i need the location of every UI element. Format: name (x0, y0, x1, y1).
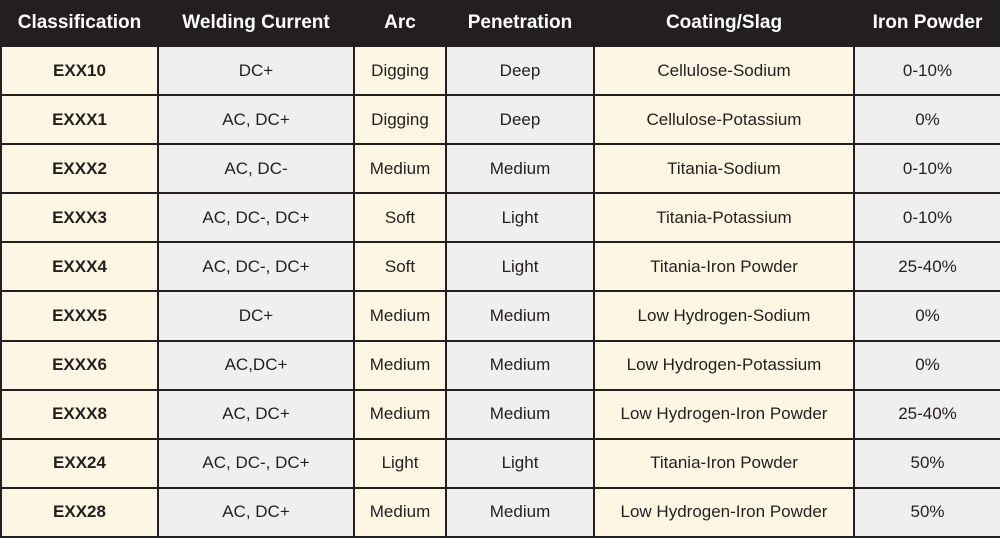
cell-classification: EXX24 (0, 437, 159, 489)
cell-penetration: Deep (445, 94, 595, 146)
cell-iron-powder: 25-40% (853, 241, 1000, 293)
cell-coating-slag: Titania-Iron Powder (593, 437, 855, 489)
cell-welding-current: AC, DC-, DC+ (157, 192, 355, 244)
cell-welding-current: AC, DC- (157, 143, 355, 195)
table-row: EXXX6 AC,DC+ Medium Medium Low Hydrogen-… (0, 339, 1000, 391)
header-coating-slag: Coating/Slag (594, 0, 854, 46)
cell-coating-slag: Low Hydrogen-Iron Powder (593, 388, 855, 440)
cell-arc: Medium (353, 143, 447, 195)
header-iron-powder: Iron Powder (854, 0, 1000, 46)
cell-classification: EXX10 (0, 44, 159, 97)
cell-arc: Digging (353, 44, 447, 97)
cell-arc: Digging (353, 94, 447, 146)
cell-coating-slag: Titania-Iron Powder (593, 241, 855, 293)
cell-penetration: Medium (445, 339, 595, 391)
cell-coating-slag: Low Hydrogen-Potassium (593, 339, 855, 391)
cell-classification: EXXX2 (0, 143, 159, 195)
cell-penetration: Medium (445, 388, 595, 440)
cell-iron-powder: 0% (853, 339, 1000, 391)
cell-classification: EXX28 (0, 486, 159, 538)
cell-iron-powder: 0% (853, 290, 1000, 342)
table-body: EXX10 DC+ Digging Deep Cellulose-Sodium … (0, 44, 1000, 538)
table-row: EXXX3 AC, DC-, DC+ Soft Light Titania-Po… (0, 192, 1000, 244)
cell-iron-powder: 0% (853, 94, 1000, 146)
cell-arc: Medium (353, 290, 447, 342)
cell-welding-current: DC+ (157, 44, 355, 97)
cell-coating-slag: Titania-Potassium (593, 192, 855, 244)
cell-welding-current: AC, DC+ (157, 94, 355, 146)
cell-classification: EXXX6 (0, 339, 159, 391)
cell-penetration: Deep (445, 44, 595, 97)
header-penetration: Penetration (446, 0, 594, 46)
cell-penetration: Medium (445, 290, 595, 342)
header-row: Classification Welding Current Arc Penet… (1, 0, 1000, 46)
table-row: EXXX1 AC, DC+ Digging Deep Cellulose-Pot… (0, 94, 1000, 146)
cell-welding-current: AC, DC+ (157, 388, 355, 440)
table-row: EXXX8 AC, DC+ Medium Medium Low Hydrogen… (0, 388, 1000, 440)
cell-arc: Medium (353, 339, 447, 391)
cell-classification: EXXX1 (0, 94, 159, 146)
cell-arc: Soft (353, 241, 447, 293)
cell-iron-powder: 0-10% (853, 192, 1000, 244)
cell-penetration: Light (445, 192, 595, 244)
table-row: EXXX4 AC, DC-, DC+ Soft Light Titania-Ir… (0, 241, 1000, 293)
cell-iron-powder: 0-10% (853, 143, 1000, 195)
cell-welding-current: AC, DC-, DC+ (157, 241, 355, 293)
header-arc: Arc (354, 0, 446, 46)
cell-arc: Light (353, 437, 447, 489)
cell-welding-current: AC, DC+ (157, 486, 355, 538)
cell-iron-powder: 0-10% (853, 44, 1000, 97)
cell-arc: Medium (353, 486, 447, 538)
cell-classification: EXXX5 (0, 290, 159, 342)
table-row: EXX28 AC, DC+ Medium Medium Low Hydrogen… (0, 486, 1000, 538)
table-row: EXX24 AC, DC-, DC+ Light Light Titania-I… (0, 437, 1000, 489)
cell-iron-powder: 50% (853, 486, 1000, 538)
cell-penetration: Medium (445, 486, 595, 538)
cell-classification: EXXX4 (0, 241, 159, 293)
cell-coating-slag: Low Hydrogen-Sodium (593, 290, 855, 342)
cell-penetration: Medium (445, 143, 595, 195)
cell-iron-powder: 25-40% (853, 388, 1000, 440)
table-row: EXXX5 DC+ Medium Medium Low Hydrogen-Sod… (0, 290, 1000, 342)
cell-classification: EXXX8 (0, 388, 159, 440)
cell-coating-slag: Titania-Sodium (593, 143, 855, 195)
table-row: EXXX2 AC, DC- Medium Medium Titania-Sodi… (0, 143, 1000, 195)
cell-coating-slag: Cellulose-Potassium (593, 94, 855, 146)
cell-arc: Soft (353, 192, 447, 244)
cell-arc: Medium (353, 388, 447, 440)
header-welding-current: Welding Current (158, 0, 354, 46)
cell-welding-current: DC+ (157, 290, 355, 342)
cell-welding-current: AC, DC-, DC+ (157, 437, 355, 489)
table-row: EXX10 DC+ Digging Deep Cellulose-Sodium … (0, 44, 1000, 97)
cell-iron-powder: 50% (853, 437, 1000, 489)
cell-coating-slag: Cellulose-Sodium (593, 44, 855, 97)
cell-coating-slag: Low Hydrogen-Iron Powder (593, 486, 855, 538)
cell-penetration: Light (445, 437, 595, 489)
cell-welding-current: AC,DC+ (157, 339, 355, 391)
header-classification: Classification (1, 0, 158, 46)
cell-classification: EXXX3 (0, 192, 159, 244)
cell-penetration: Light (445, 241, 595, 293)
